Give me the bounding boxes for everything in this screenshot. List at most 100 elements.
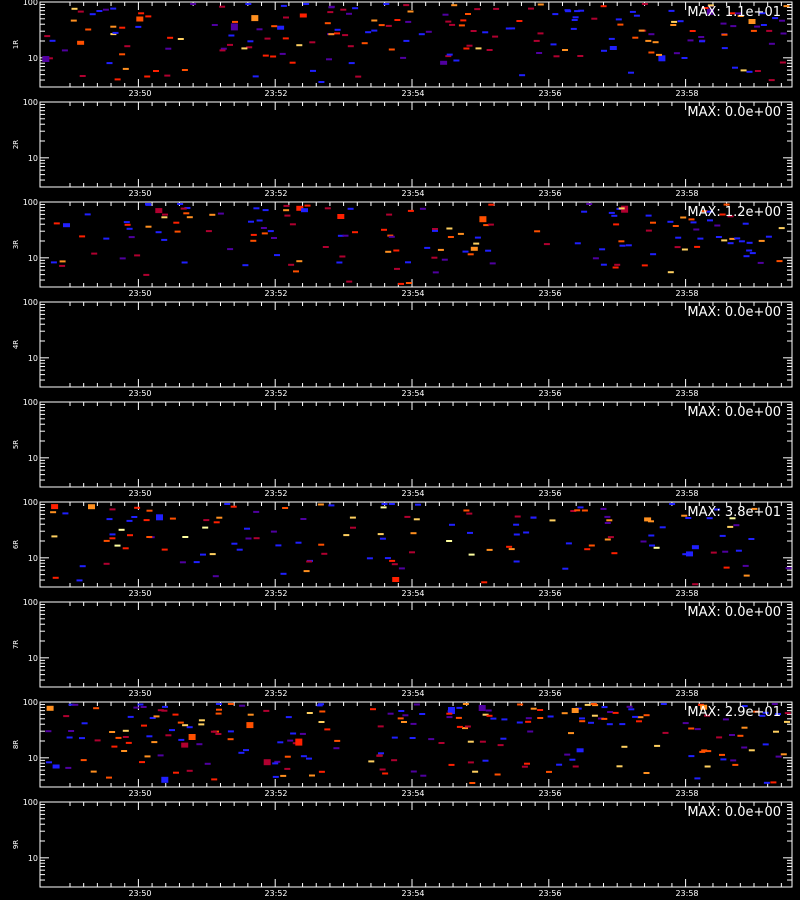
- y-tick-label: 100: [23, 98, 38, 107]
- x-tick-label: 23:58: [675, 589, 698, 598]
- heatmap-cell: [470, 30, 477, 32]
- heatmap-cell: [516, 20, 523, 22]
- heatmap-cell: [581, 210, 588, 213]
- heatmap-cell: [674, 246, 681, 249]
- heatmap-cell: [599, 248, 606, 251]
- heatmap-cell: [424, 246, 431, 249]
- heatmap-cell: [609, 46, 617, 50]
- heatmap-cell: [600, 507, 607, 510]
- heatmap-cell: [700, 704, 708, 710]
- heatmap-cell: [675, 236, 682, 239]
- heatmap-cell: [304, 204, 311, 207]
- heatmap-cell: [317, 503, 324, 506]
- heatmap-cell: [660, 703, 667, 705]
- x-tick-label: 23:50: [128, 389, 151, 398]
- heatmap-cell: [741, 726, 748, 729]
- heatmap-cell: [579, 717, 585, 720]
- heatmap-cell: [690, 221, 697, 224]
- heatmap-cell: [290, 732, 297, 735]
- heatmap-cell: [464, 725, 471, 728]
- y-tick-label: 100: [23, 298, 38, 307]
- heatmap-cell: [52, 576, 59, 579]
- heatmap-cell: [492, 35, 499, 38]
- heatmap-cell: [157, 709, 164, 712]
- heatmap-cell: [768, 42, 775, 45]
- max-label: MAX: 0.0e+00: [687, 605, 781, 620]
- heatmap-cell: [127, 715, 134, 718]
- heatmap-cell: [730, 25, 737, 28]
- heatmap-cell: [400, 56, 407, 59]
- heatmap-cell: [283, 204, 290, 207]
- y-tick-label: 100: [23, 398, 38, 407]
- y-tick-label: 10: [28, 354, 38, 363]
- heatmap-cell: [136, 16, 144, 22]
- heatmap-cell: [328, 6, 335, 9]
- heatmap-cell: [569, 758, 576, 761]
- heatmap-cell: [780, 32, 787, 35]
- heatmap-cell: [409, 737, 416, 739]
- heatmap-cell: [398, 710, 405, 712]
- heatmap-cell: [783, 5, 790, 8]
- heatmap-cell: [509, 27, 516, 30]
- heatmap-cell: [694, 728, 701, 731]
- heatmap-cell: [682, 553, 689, 556]
- x-tick-label: 23:54: [401, 289, 424, 298]
- heatmap-cell: [474, 236, 481, 239]
- heatmap-cell: [109, 533, 116, 536]
- heatmap-cell: [486, 49, 493, 51]
- heatmap-cell: [493, 7, 500, 10]
- heatmap-cell: [432, 229, 438, 232]
- heatmap-cell: [479, 740, 486, 743]
- heatmap-cell: [658, 55, 666, 62]
- panel-frame-1: [39, 1, 793, 88]
- heatmap-cell: [778, 227, 785, 230]
- heatmap-cell: [701, 210, 708, 213]
- heatmap-cell: [474, 8, 481, 11]
- heatmap-cell: [447, 236, 454, 238]
- heatmap-cell: [394, 19, 401, 21]
- x-tick-label: 23:52: [264, 689, 287, 698]
- heatmap-cell: [611, 552, 618, 555]
- heatmap-cell: [324, 207, 331, 210]
- heatmap-cell: [289, 61, 296, 64]
- heatmap-cell: [432, 228, 438, 230]
- x-tick-label: 23:58: [675, 389, 698, 398]
- heatmap-cell: [61, 49, 68, 52]
- heatmap-cell: [475, 47, 482, 50]
- heatmap-cell: [612, 711, 619, 714]
- y-axis-label: 9R: [12, 840, 20, 849]
- heatmap-cell: [137, 703, 144, 706]
- heatmap-cell: [270, 55, 277, 58]
- heatmap-cell: [149, 717, 156, 719]
- heatmap-cell: [403, 4, 410, 7]
- heatmap-cell: [732, 763, 739, 766]
- y-axis-label: 2R: [12, 140, 20, 149]
- heatmap-cell: [608, 211, 615, 214]
- heatmap-cell: [462, 703, 469, 705]
- heatmap-cell: [732, 66, 738, 69]
- heatmap-cell: [537, 717, 544, 719]
- heatmap-cell: [743, 255, 750, 258]
- heatmap-cell: [644, 517, 652, 522]
- heatmap-cell: [318, 81, 325, 83]
- heatmap-cell: [702, 7, 709, 9]
- heatmap-cell: [431, 256, 438, 259]
- heatmap-cell: [604, 522, 611, 524]
- heatmap-cell: [681, 57, 688, 59]
- heatmap-cell: [707, 4, 714, 7]
- heatmap-cell: [616, 765, 623, 768]
- heatmap-cell: [556, 763, 563, 766]
- heatmap-cell: [489, 262, 496, 265]
- heatmap-cell: [220, 47, 227, 50]
- heatmap-cell: [228, 34, 235, 37]
- heatmap-cell: [279, 52, 286, 55]
- heatmap-cell: [334, 32, 340, 35]
- heatmap-cell: [577, 506, 584, 509]
- heatmap-cell: [446, 540, 453, 542]
- heatmap-cell: [584, 548, 591, 551]
- heatmap-cell: [134, 506, 141, 509]
- heatmap-cell: [110, 7, 117, 10]
- heatmap-cell: [704, 714, 710, 717]
- heatmap-cell: [328, 504, 335, 507]
- heatmap-cell: [271, 25, 278, 28]
